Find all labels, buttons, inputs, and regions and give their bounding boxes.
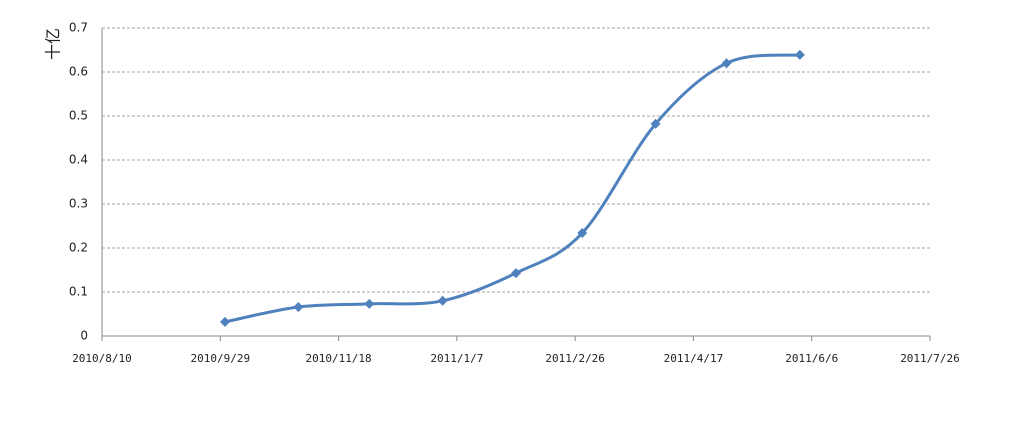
y-tick-label: 0 xyxy=(80,329,88,343)
marker xyxy=(577,228,588,239)
x-tick-label: 2011/4/17 xyxy=(664,352,724,365)
x-tick-label: 2011/6/6 xyxy=(785,352,838,365)
x-tick-label: 2011/7/26 xyxy=(900,352,960,365)
marker xyxy=(293,301,304,312)
marker xyxy=(220,316,231,327)
y-tick-label: 0.7 xyxy=(69,21,88,35)
y-axis-label: 十亿 xyxy=(44,28,63,60)
marker xyxy=(650,118,661,129)
line xyxy=(224,53,801,324)
marker xyxy=(511,268,521,279)
marker xyxy=(437,295,448,306)
y-tick-label: 0.6 xyxy=(69,65,88,79)
x-tick-label: 2010/11/18 xyxy=(305,352,371,365)
y-tick-label: 0.1 xyxy=(69,285,88,299)
x-tick-label: 2011/1/7 xyxy=(430,352,483,365)
x-tick-label: 2010/9/29 xyxy=(190,352,250,365)
marker xyxy=(794,49,805,60)
marker xyxy=(721,58,732,69)
marker xyxy=(364,298,375,309)
y-tick-label: 0.2 xyxy=(69,241,88,255)
x-tick-label: 2011/2/26 xyxy=(545,352,605,365)
x-tick-label: 2010/8/10 xyxy=(72,352,132,365)
y-tick-label: 0.3 xyxy=(69,197,88,211)
y-tick-label: 0.5 xyxy=(69,109,88,123)
y-tick-label: 0.4 xyxy=(69,153,88,167)
